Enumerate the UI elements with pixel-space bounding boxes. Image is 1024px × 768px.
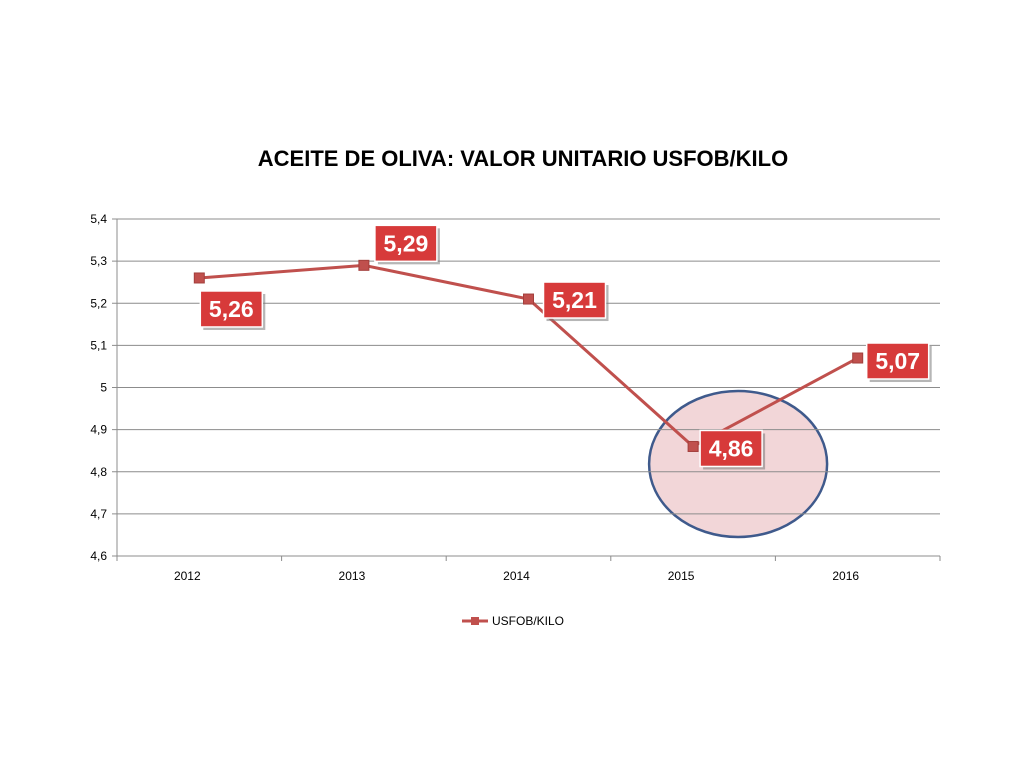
y-tick-label: 5,1 (90, 338, 107, 352)
y-tick-label: 4,9 (90, 423, 107, 437)
data-label-layer: 5,26 5,29 5,21 4,86 5,07 (199, 224, 932, 470)
data-label: 4,86 (699, 429, 766, 470)
data-label-box (699, 429, 763, 468)
data-label-text: 5,29 (384, 230, 429, 256)
x-tick-label: 2015 (668, 569, 695, 583)
x-tick-label: 2016 (832, 569, 859, 583)
x-tick-label: 2014 (503, 569, 530, 583)
y-tick-label: 4,8 (90, 465, 107, 479)
data-point-marker (523, 293, 534, 305)
data-label: 5,26 (199, 290, 266, 330)
data-point-marker (358, 259, 370, 271)
y-tick-label: 4,6 (90, 549, 107, 563)
data-label-box (865, 342, 930, 380)
data-label-box (199, 290, 264, 328)
legend-marker (471, 617, 479, 625)
grid-layer (117, 218, 940, 557)
data-label-box (374, 224, 438, 263)
data-label: 5,07 (865, 342, 932, 383)
series-layer (193, 259, 864, 452)
y-tick-label: 4,7 (90, 507, 107, 521)
data-label: 5,21 (542, 281, 609, 322)
data-point-marker (687, 440, 699, 452)
data-label-text: 5,21 (552, 287, 597, 313)
x-tick-label: 2013 (339, 569, 366, 583)
data-label-text: 5,07 (875, 348, 920, 374)
data-label-box (542, 281, 607, 319)
x-tick-label: 2012 (174, 569, 201, 583)
data-point-marker (193, 272, 205, 284)
y-tick-label: 5,3 (90, 254, 107, 268)
y-tick-label: 5,2 (90, 296, 107, 310)
y-tick-label: 5,4 (90, 212, 107, 226)
data-label: 5,29 (374, 224, 440, 265)
data-label-text: 4,86 (709, 435, 754, 461)
y-tick-label: 5 (100, 381, 107, 395)
legend: USFOB/KILO (462, 614, 564, 628)
axis-layer: 4,6 4,7 4,8 4,9 5 5,1 5,2 5,3 5,4 2012 2013 2014 201… (90, 212, 941, 583)
legend-label: USFOB/KILO (492, 614, 564, 628)
chart-title: ACEITE DE OLIVA: VALOR UNITARIO USFOB/KI… (257, 146, 789, 171)
data-point-marker (852, 352, 864, 364)
data-label-text: 5,26 (209, 296, 254, 322)
